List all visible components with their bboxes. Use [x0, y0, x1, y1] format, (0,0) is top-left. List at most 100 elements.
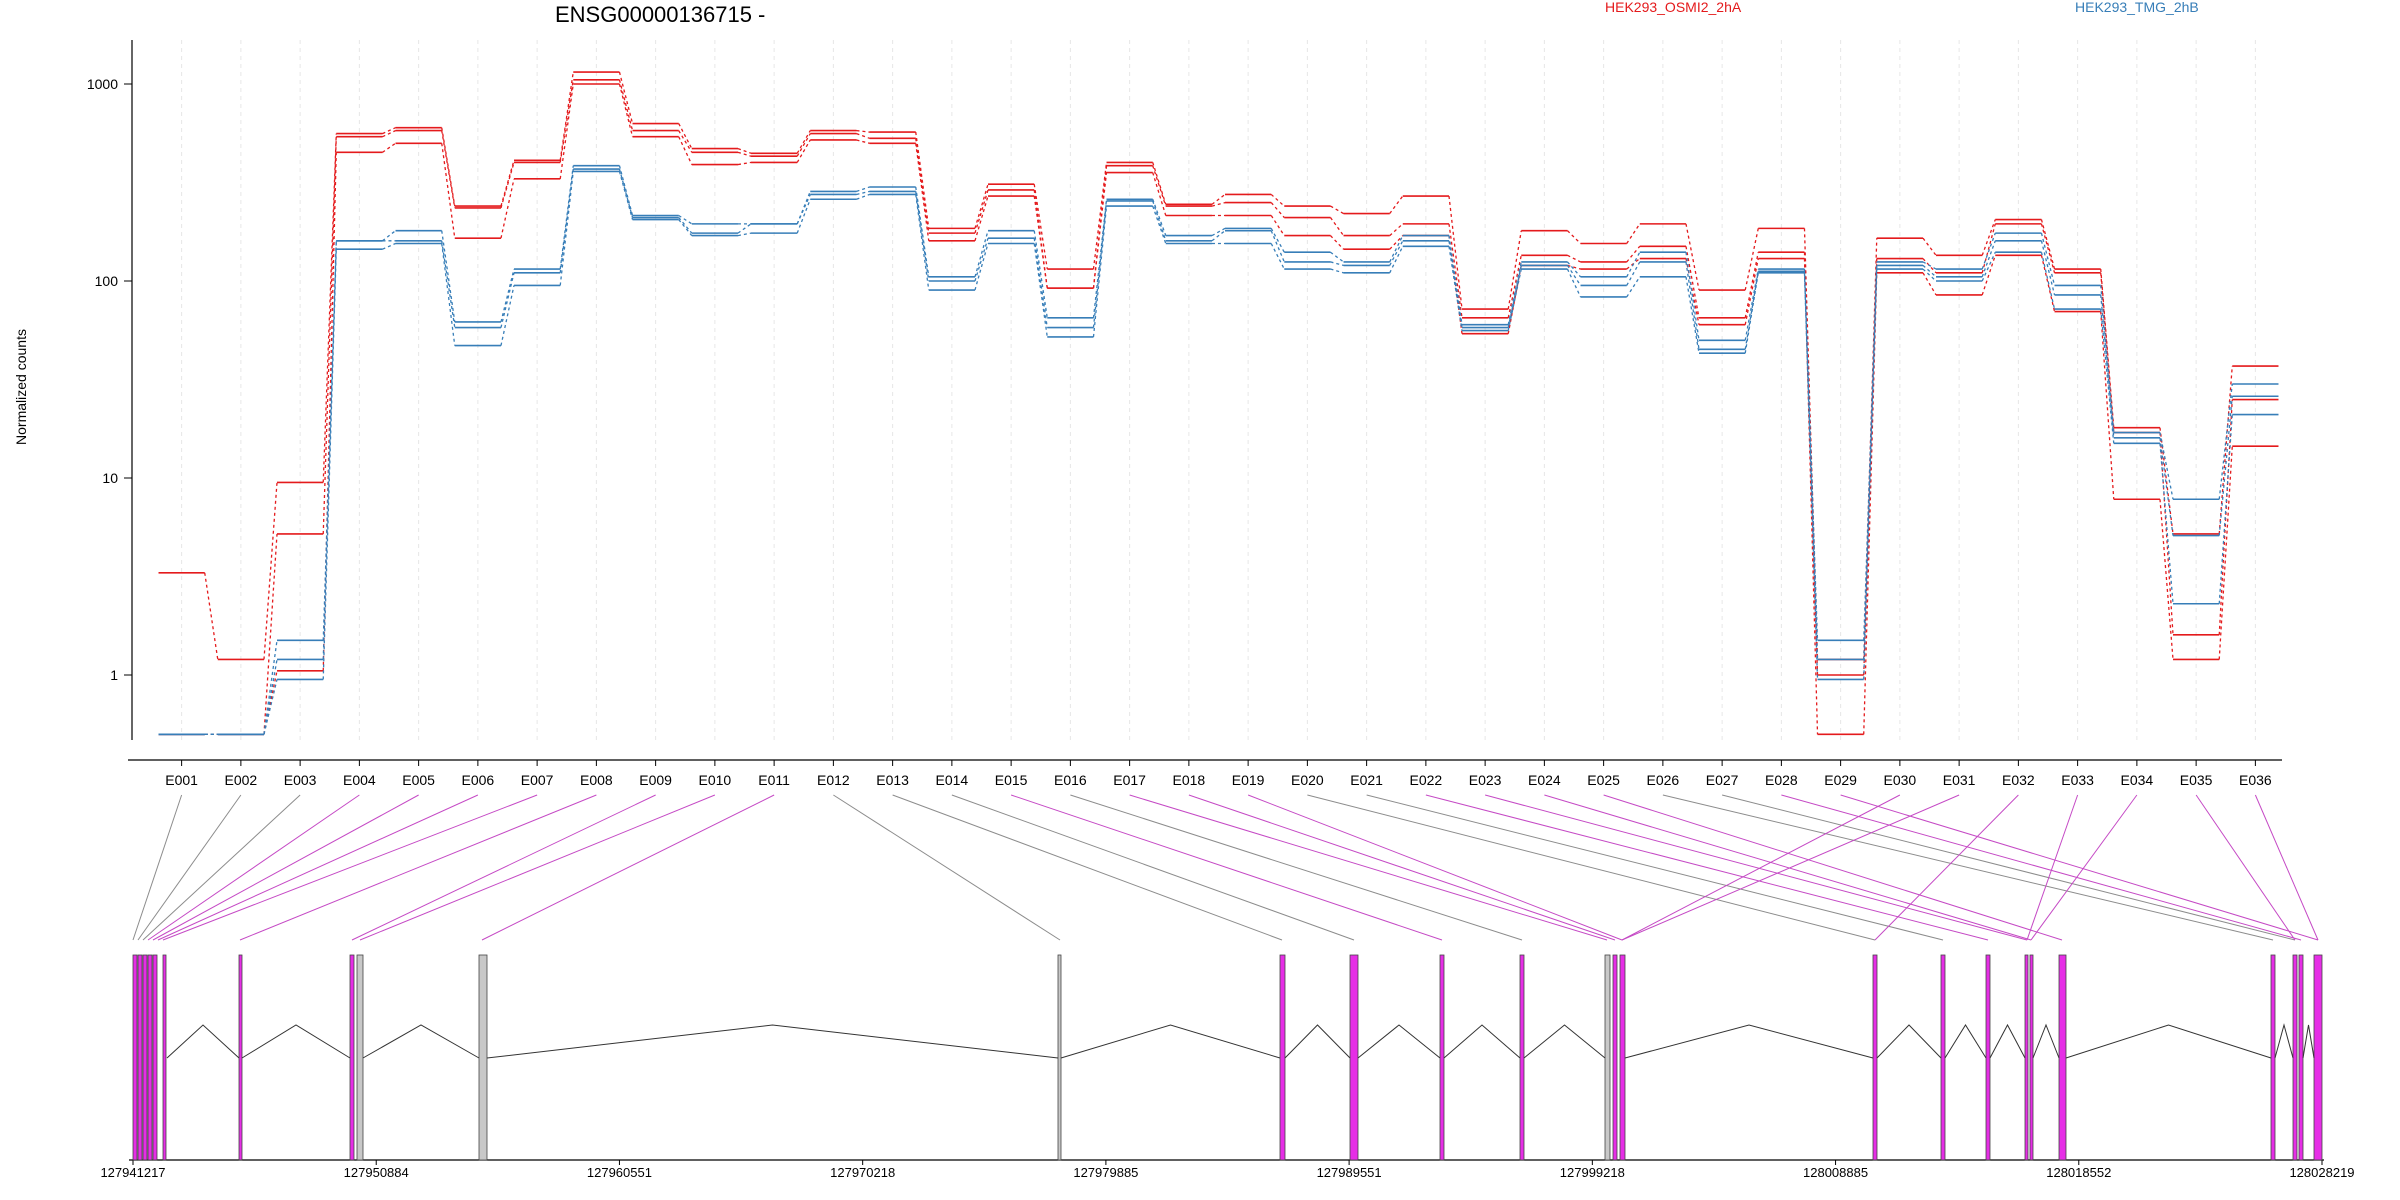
series-transition: [618, 168, 634, 218]
exon-block: [2058, 954, 2067, 1161]
exon-connector: [1247, 794, 1623, 941]
series-transition: [1448, 223, 1463, 318]
exon-block: [1279, 954, 1286, 1161]
series-transition: [559, 83, 574, 179]
series-transition: [1507, 261, 1522, 325]
series-transition: [1863, 269, 1878, 680]
series-transition: [1270, 230, 1285, 263]
series-transition: [974, 230, 989, 278]
x-tick-label: E014: [936, 772, 969, 788]
series-transition: [1211, 230, 1226, 242]
exon-block: [137, 954, 143, 1161]
series-transition: [796, 191, 811, 225]
series-transition: [263, 670, 278, 735]
series-transition: [2218, 396, 2233, 536]
exon-connector: [1840, 794, 2319, 941]
exon-block: [478, 954, 488, 1161]
series-transition: [500, 272, 515, 328]
intron-line: [1060, 1024, 1281, 1059]
series-transition: [1033, 243, 1048, 338]
x-tick-label: E021: [1350, 772, 1383, 788]
exon-connector: [142, 794, 301, 941]
series-transition: [618, 165, 634, 216]
series-transition: [1448, 246, 1463, 331]
series-transition: [1981, 251, 1996, 282]
exon-connector: [951, 794, 1355, 941]
exon-block: [238, 954, 243, 1161]
exon-connector: [1722, 794, 2296, 941]
series-transition: [500, 178, 515, 239]
series-transition: [2159, 499, 2174, 660]
series-transition: [1152, 172, 1167, 216]
exon-block: [2313, 954, 2323, 1161]
series-transition: [441, 243, 456, 346]
series-transition: [1033, 238, 1048, 328]
x-tick-label: E016: [1054, 772, 1087, 788]
exon-block: [132, 954, 138, 1161]
x-tick-label: E018: [1173, 772, 1206, 788]
exon-block: [2298, 954, 2304, 1161]
x-tick-label: E035: [2180, 772, 2213, 788]
y-tick-label: 1000: [87, 76, 118, 92]
series-transition: [974, 184, 989, 229]
series-transition: [974, 189, 989, 234]
series-transition: [915, 138, 930, 234]
exon-connector: [1621, 794, 1901, 941]
series-transition: [1566, 261, 1582, 278]
series-transition: [856, 139, 870, 144]
genome-coordinate-label: 127941217: [100, 1165, 165, 1180]
series-transition: [1744, 272, 1759, 354]
y-axis-label: Normalized counts: [13, 329, 29, 445]
series-transition: [1330, 261, 1344, 267]
genome-coordinate-label: 127979885: [1073, 1165, 1138, 1180]
series-transition: [915, 194, 930, 291]
series-transition: [1211, 227, 1226, 237]
exon-connector: [1129, 794, 1608, 941]
series-transition: [2218, 446, 2233, 660]
intron-line: [241, 1024, 351, 1059]
series-transition: [1922, 261, 1937, 270]
series-transition: [1507, 268, 1522, 331]
series-transition: [1626, 261, 1641, 286]
x-tick-label: E019: [1232, 772, 1265, 788]
series-transition: [1507, 265, 1522, 328]
exon-connector: [1662, 794, 2274, 941]
exon-connector: [1010, 794, 1443, 941]
series-transition: [1803, 269, 1819, 641]
exon-connector: [1425, 794, 1989, 941]
x-tick-label: E011: [758, 772, 790, 788]
series-transition: [2218, 366, 2233, 534]
exon-block: [1940, 954, 1946, 1161]
exon-block: [1439, 954, 1445, 1161]
series-transition: [263, 679, 278, 735]
x-tick-label: E031: [1943, 772, 1976, 788]
series-transition: [2100, 285, 2115, 433]
series-transition: [1152, 200, 1167, 241]
exon-connector: [1621, 794, 1960, 941]
series-transition: [1507, 255, 1522, 318]
exon-connector: [2026, 794, 2079, 941]
series-transition: [678, 214, 693, 225]
exon-connector: [481, 794, 775, 941]
genome-coordinate-label: 127950884: [344, 1165, 409, 1180]
exon-block: [2292, 954, 2298, 1161]
series-transition: [1092, 206, 1108, 338]
series-transition: [796, 194, 811, 225]
y-tick-label: 100: [95, 273, 119, 289]
series-transition: [1744, 258, 1759, 325]
series-transition: [737, 223, 752, 234]
exon-block: [142, 954, 148, 1161]
series-transition: [500, 285, 515, 346]
x-tick-label: E005: [402, 772, 435, 788]
series-transition: [441, 240, 456, 328]
series-transition: [737, 161, 752, 166]
series-transition: [618, 79, 634, 131]
series-transition: [1744, 252, 1759, 318]
grid-lines: [181, 40, 2256, 740]
x-tick-label: E007: [521, 772, 554, 788]
series-transition: [1685, 223, 1700, 291]
series-transition: [1270, 193, 1285, 207]
x-tick-label: E025: [1587, 772, 1620, 788]
x-tick-label: E013: [876, 772, 909, 788]
series-transition: [500, 160, 515, 207]
